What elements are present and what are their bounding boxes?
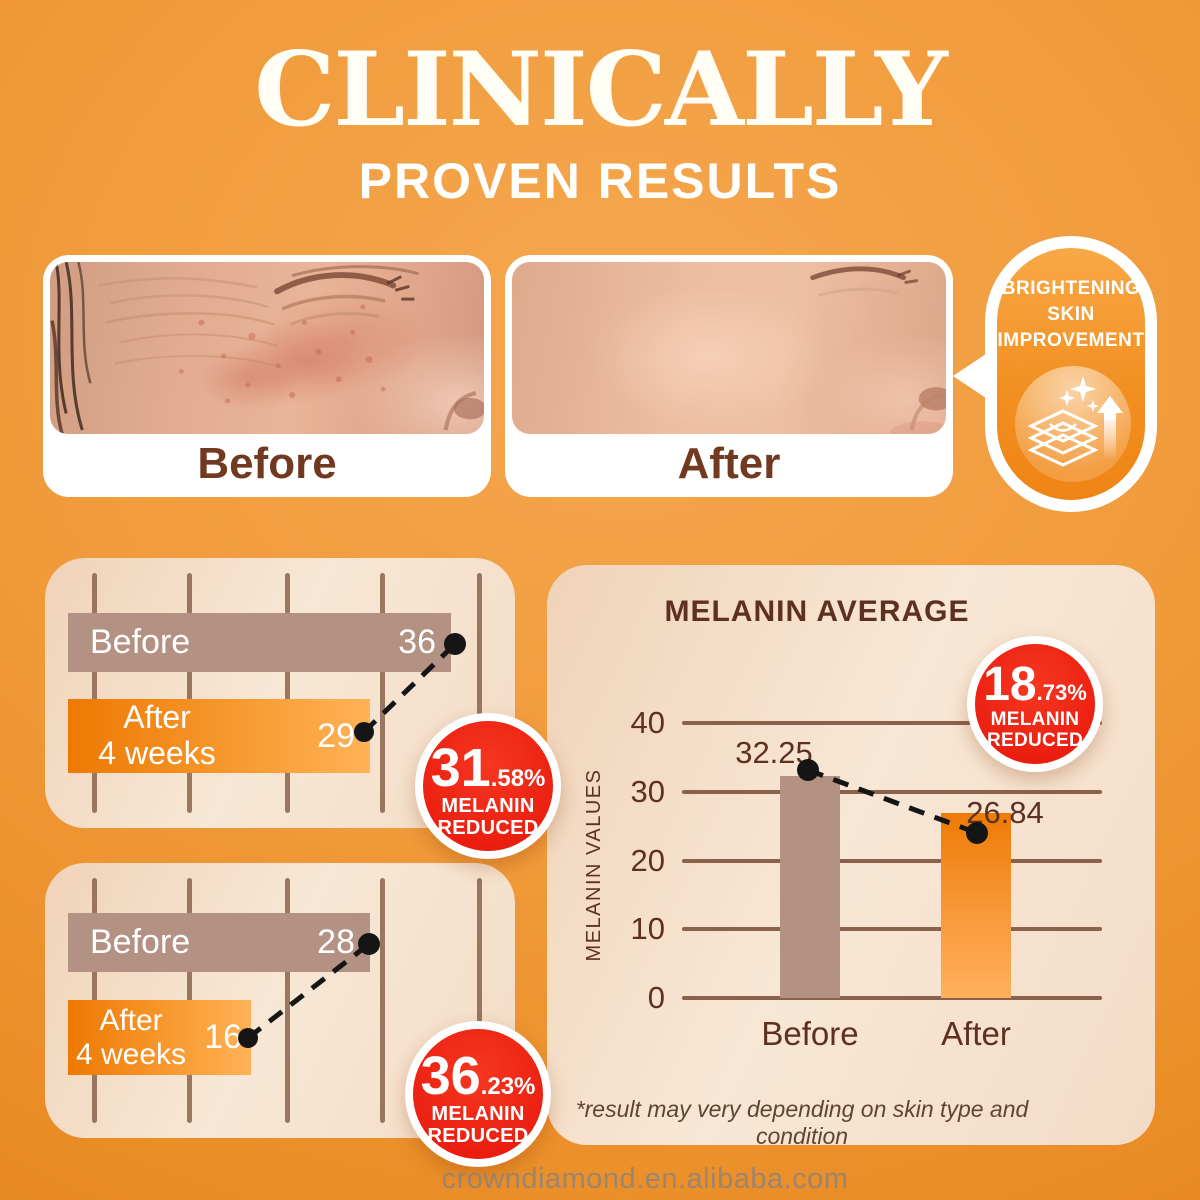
before-bar: Before 36 [68,613,451,672]
gridline [92,573,97,813]
gridline [477,573,482,813]
after-bar: After 4 weeks 29 [68,699,370,773]
badge-pointer [953,352,989,400]
bar-value: 32.25 [735,735,813,770]
badge-percent-small: .58% [490,765,546,792]
y-tick: 40 [630,705,665,740]
before-label: Before [197,439,337,488]
badge-percent-big: 36 [420,1046,481,1106]
badge-word: REDUCED [437,817,539,840]
after-photo-card: After [505,255,953,497]
badge-text: BRIGHTENING SKIN IMPROVEMENT [997,276,1145,355]
after-skin-art [810,266,946,434]
bar-label: After 4 weeks [98,699,216,771]
badge-percent-big: 18 [983,658,1037,711]
badge-word: MELANIN [990,709,1080,730]
sparkle-icon [1070,376,1096,402]
badge-line-3: IMPROVEMENT [997,330,1145,352]
gridline [682,721,1102,725]
bar-value: 26.84 [966,795,1044,830]
reduction-badge-3: 18 .73% MELANIN REDUCED [967,636,1103,772]
x-tick-before: Before [761,1015,859,1052]
badge-word: MELANIN [441,795,535,817]
x-tick-after: After [941,1015,1011,1052]
skin-layers-icon [1015,366,1131,482]
y-tick: 0 [647,980,665,1015]
reduction-badge-2: 36 .23% MELANIN REDUCED [405,1021,551,1167]
y-tick: 20 [630,843,665,878]
gridline [682,927,1102,931]
before-skin-art [50,262,484,434]
skin-spots [178,304,386,404]
after-label: After [677,439,781,488]
gridline [187,573,192,813]
bar-label: After 4 weeks [75,1003,187,1071]
before-photo-card: Before [43,255,491,497]
badge-word: REDUCED [427,1125,529,1148]
y-tick: 10 [630,911,665,946]
bar-value: 29 [317,716,355,755]
badge-line-2: SKIN [1047,304,1095,326]
before-bar [780,776,840,998]
reduction-badge-1: 31 .58% MELANIN REDUCED [415,713,561,859]
bar-label: Before [90,623,191,661]
badge-percent-small: .73% [1036,680,1087,705]
badge-line-1: BRIGHTENING [1001,278,1141,299]
after-bar: After 4 weeks 16 [68,1000,251,1075]
up-arrow-icon [1097,396,1123,420]
chart-title: MELANIN AVERAGE [664,595,970,628]
sparkle-icon [1059,390,1075,406]
bar-value: 16 [204,1018,242,1056]
before-skin-photo [50,262,484,434]
gridline [682,859,1102,863]
gridline [285,573,290,813]
badge-percent-small: .23% [480,1073,536,1100]
footnote: *result may very depending on skin type … [575,1096,1029,1149]
bar-value: 28 [317,923,355,961]
badge-word: MELANIN [431,1103,525,1125]
bar-label: Before [90,923,191,961]
brightening-improvement-badge: BRIGHTENING SKIN IMPROVEMENT [985,236,1157,512]
gridline [380,573,385,813]
after-skin-photo [512,262,946,434]
watermark: crowndiamond.en.alibaba.com [441,1163,849,1195]
page-title: CLINICALLY [254,30,948,150]
badge-percent-big: 31 [430,738,491,798]
gridline [477,878,482,1123]
after-bar [941,813,1011,998]
y-tick: 30 [630,774,665,809]
gridline [380,878,385,1123]
gridline [682,996,1102,1000]
bar-value: 36 [398,623,436,661]
page-subtitle: PROVEN RESULTS [358,153,842,209]
gridline [682,790,1102,794]
before-bar: Before 28 [68,913,370,972]
sparkle-icon [1087,400,1099,412]
badge-word: REDUCED [986,730,1084,752]
